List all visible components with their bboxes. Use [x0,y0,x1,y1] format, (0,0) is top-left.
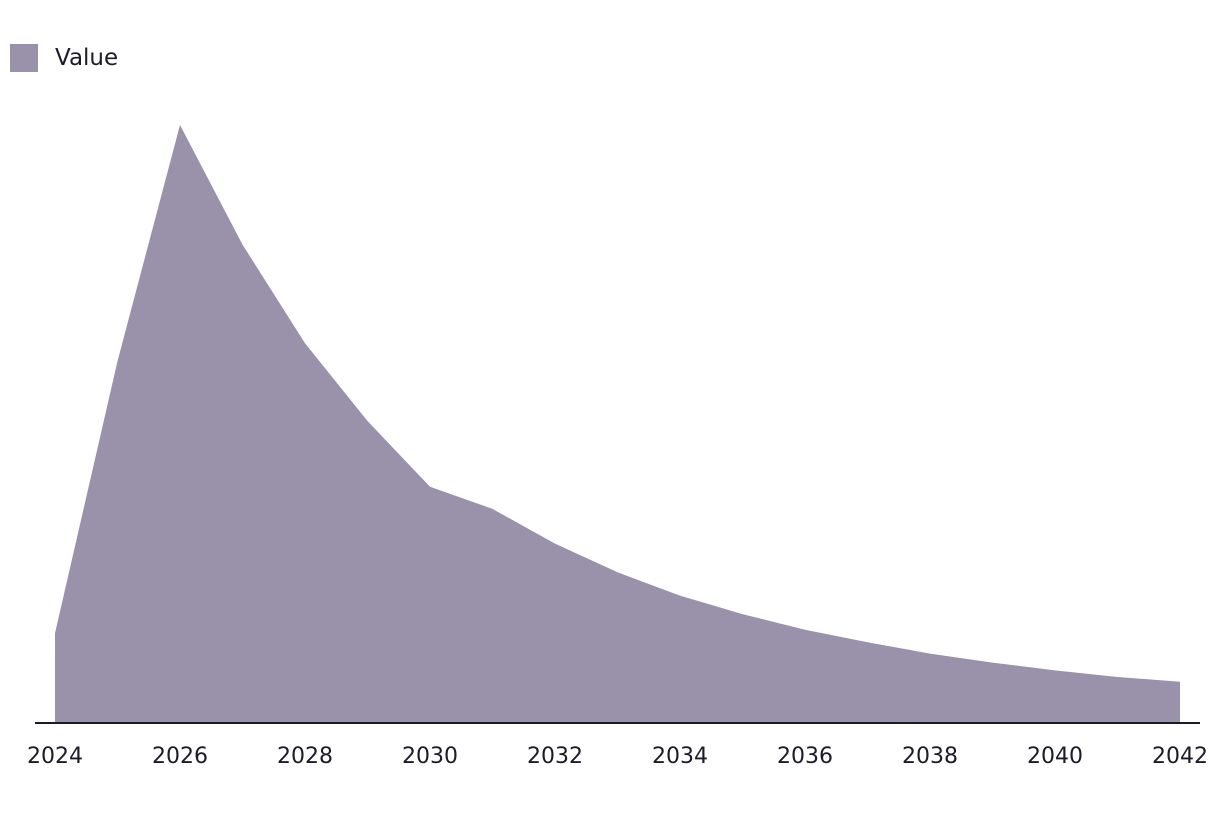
x-tick-label-2040: 2040 [1027,744,1083,769]
x-tick-label-2028: 2028 [277,744,333,769]
x-axis-ticks: 2024 2026 2028 2030 2032 2034 2036 2038 2040 2042 [27,744,1208,769]
x-tick-label-2034: 2034 [652,744,708,769]
x-tick-label-2024: 2024 [27,744,83,769]
x-tick-label-2030: 2030 [402,744,458,769]
x-tick-label-2042: 2042 [1152,744,1208,769]
legend: Value [10,44,118,72]
x-tick-label-2026: 2026 [152,744,208,769]
x-tick-label-2038: 2038 [902,744,958,769]
legend-swatch [10,44,38,72]
watermark: GlobalData [473,385,748,436]
legend-label: Value [55,45,119,71]
area-layer [55,125,1180,723]
x-tick-label-2032: 2032 [527,744,583,769]
x-tick-label-2036: 2036 [777,744,833,769]
area-series-0 [55,125,1180,723]
